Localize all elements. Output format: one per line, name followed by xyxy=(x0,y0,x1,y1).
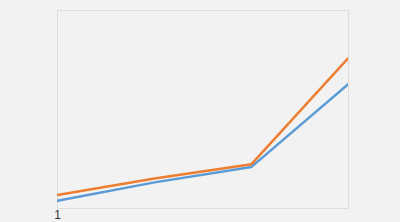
svg-text:1: 1 xyxy=(54,208,61,222)
